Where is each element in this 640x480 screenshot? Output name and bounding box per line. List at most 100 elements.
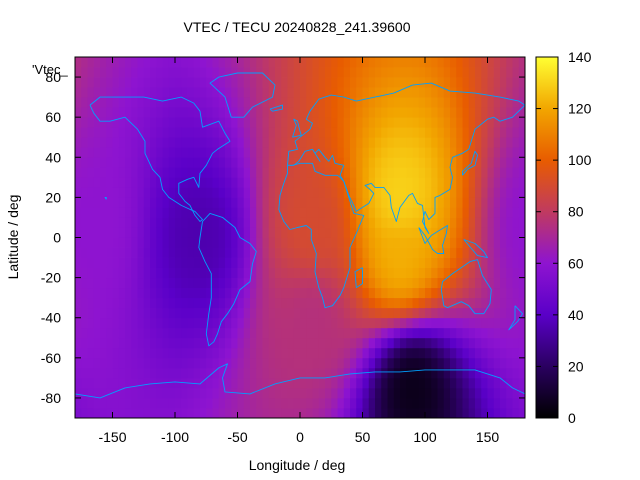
heatmap-cell: [181, 207, 188, 218]
heatmap-cell: [331, 307, 338, 319]
heatmap-cell: [125, 227, 132, 238]
heatmap-cell: [318, 287, 326, 299]
heatmap-cell: [143, 307, 151, 319]
heatmap-cell: [387, 367, 395, 379]
heatmap-cell: [437, 237, 445, 248]
heatmap-cell: [118, 227, 126, 238]
heatmap-cell: [293, 377, 301, 389]
series-key-label: 'Vtec_: [32, 62, 68, 77]
heatmap-cell: [268, 257, 276, 268]
heatmap-cell: [275, 167, 282, 178]
heatmap-cell: [393, 267, 401, 279]
colorbar: [535, 56, 559, 419]
heatmap-cell: [468, 357, 476, 369]
heatmap-cell: [275, 317, 282, 329]
heatmap-cell: [425, 407, 432, 419]
heatmap-cell: [500, 127, 507, 138]
heatmap-cell: [412, 267, 420, 279]
heatmap-cell: [112, 257, 120, 268]
heatmap-cell: [200, 137, 207, 148]
heatmap-cell: [131, 57, 138, 68]
heatmap-cell: [462, 137, 470, 148]
heatmap-cell: [256, 297, 263, 309]
heatmap-cell: [418, 337, 426, 349]
heatmap-cell: [143, 397, 151, 409]
heatmap-cell: [331, 107, 338, 118]
heatmap-cell: [400, 107, 407, 118]
heatmap-cell: [468, 97, 476, 108]
heatmap-cell: [200, 237, 207, 248]
heatmap-cell: [456, 307, 463, 319]
heatmap-cell: [237, 217, 245, 228]
heatmap-cell: [168, 127, 176, 138]
heatmap-cell: [381, 227, 388, 238]
heatmap-cell: [318, 337, 326, 349]
heatmap-cell: [350, 367, 357, 379]
heatmap-cell: [300, 397, 307, 409]
heatmap-cell: [137, 97, 145, 108]
heatmap-cell: [506, 387, 513, 399]
heatmap-cell: [412, 257, 420, 268]
heatmap-cell: [293, 137, 301, 148]
heatmap-cell: [331, 367, 338, 379]
heatmap-cell: [337, 147, 345, 158]
heatmap-cell: [193, 177, 201, 188]
heatmap-cell: [468, 57, 476, 68]
heatmap-cell: [350, 77, 357, 88]
heatmap-cell: [381, 147, 388, 158]
heatmap-cell: [362, 227, 370, 238]
heatmap-cell: [356, 407, 363, 419]
heatmap-cell: [318, 77, 326, 88]
heatmap-cell: [350, 327, 357, 339]
heatmap-cell: [250, 157, 257, 168]
heatmap-cell: [400, 177, 407, 188]
heatmap-cell: [175, 387, 182, 399]
heatmap-cell: [450, 377, 457, 389]
heatmap-cell: [87, 317, 95, 329]
heatmap-cell: [331, 317, 338, 329]
heatmap-cell: [81, 297, 88, 309]
heatmap-cell: [243, 307, 251, 319]
heatmap-cell: [393, 357, 401, 369]
heatmap-cell: [193, 377, 201, 389]
heatmap-cell: [137, 67, 145, 78]
heatmap-cell: [231, 157, 238, 168]
heatmap-cell: [112, 327, 120, 339]
heatmap-cell: [487, 357, 495, 369]
heatmap-cell: [193, 287, 201, 299]
heatmap-cell: [431, 387, 438, 399]
heatmap-cell: [87, 357, 95, 369]
heatmap-cell: [487, 337, 495, 349]
heatmap-cell: [337, 227, 345, 238]
heatmap-cell: [231, 167, 238, 178]
y-tick-label: 20: [45, 189, 61, 205]
heatmap-cell: [150, 377, 157, 389]
heatmap-cell: [162, 77, 170, 88]
heatmap-cell: [175, 407, 182, 419]
heatmap-cell: [350, 217, 357, 228]
heatmap-cell: [325, 347, 332, 359]
colorbar-tick-label: 0: [568, 410, 576, 426]
heatmap-cell: [100, 107, 107, 118]
heatmap-cell: [518, 247, 526, 258]
heatmap-cell: [400, 317, 407, 329]
heatmap-cell: [487, 57, 495, 68]
heatmap-cell: [231, 367, 238, 379]
heatmap-cell: [100, 327, 107, 339]
heatmap-cell: [268, 287, 276, 299]
heatmap-cell: [262, 177, 270, 188]
heatmap-cell: [256, 157, 263, 168]
heatmap-cell: [156, 407, 163, 419]
heatmap-cell: [206, 357, 213, 369]
heatmap-cell: [293, 227, 301, 238]
heatmap-cell: [487, 297, 495, 309]
heatmap-cell: [193, 187, 201, 198]
heatmap-cell: [331, 277, 338, 289]
heatmap-cell: [362, 387, 370, 399]
heatmap-cell: [462, 297, 470, 309]
heatmap-cell: [343, 287, 351, 299]
heatmap-cell: [337, 207, 345, 218]
heatmap-cell: [418, 67, 426, 78]
heatmap-cell: [81, 227, 88, 238]
heatmap-cell: [143, 267, 151, 279]
